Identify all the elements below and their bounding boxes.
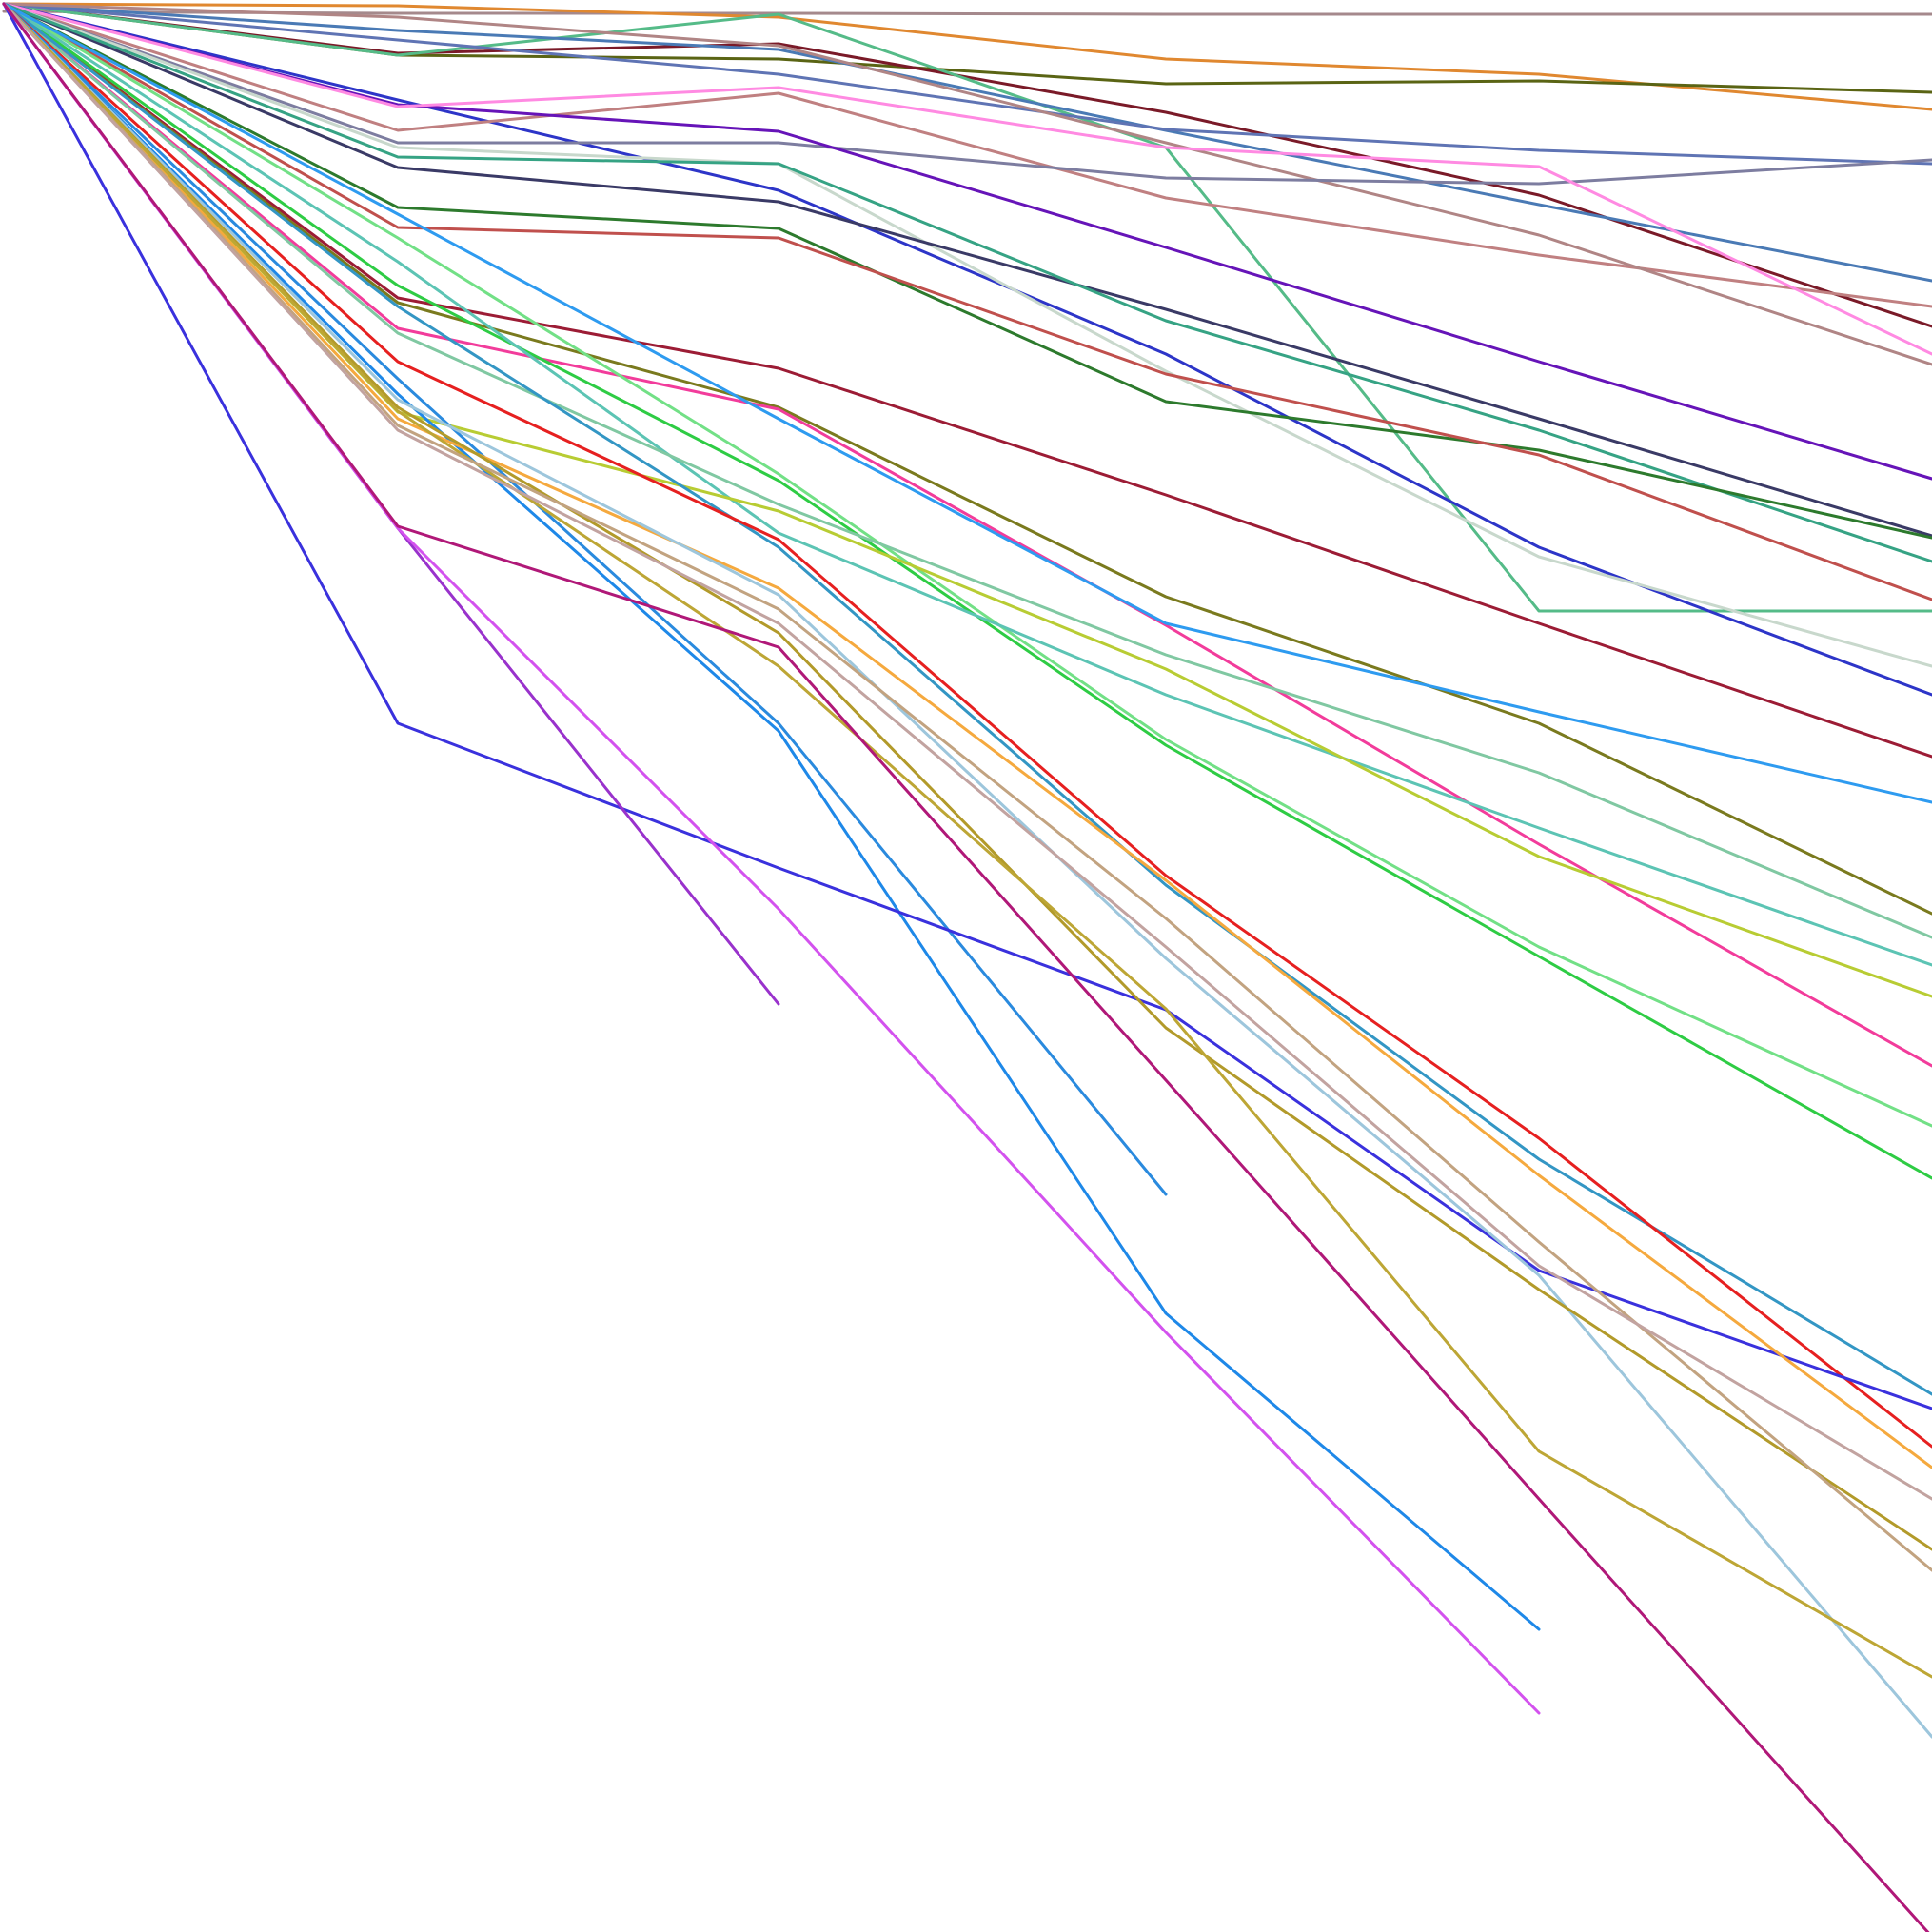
- series-jade: [2, 2, 1932, 563]
- series-orange-dark: [2, 2, 1932, 111]
- series-royalblue-vee: [2, 2, 1932, 1410]
- series-steelblue: [2, 2, 1932, 283]
- series-red: [2, 2, 1932, 1449]
- series-brickred: [2, 2, 1932, 601]
- series-darkgreen: [2, 2, 1932, 540]
- series-mauve-rose: [2, 2, 1932, 366]
- series-puce-rise: [2, 2, 1932, 308]
- series-tan-rose: [2, 2, 1932, 1501]
- series-dodger-shallow: [2, 2, 1932, 804]
- series-claret: [2, 2, 1932, 759]
- series-aquamarine: [2, 2, 1932, 939]
- series-olive-steep: [2, 2, 1932, 916]
- series-tealblue: [2, 2, 1932, 1396]
- series-khaki-dark: [2, 2, 1932, 1551]
- series-seagreen-peak: [2, 2, 1932, 613]
- series-turquoise-medium: [2, 2, 1932, 967]
- series-dodger-steep: [2, 2, 1541, 1631]
- series-tan: [2, 2, 1932, 1572]
- series-blue-medium: [2, 2, 1932, 697]
- series-darkviolet: [2, 2, 1932, 481]
- series-pink-violet: [2, 2, 1932, 356]
- series-slateblue-muted: [2, 2, 1932, 166]
- series-dodger-end-mid: [2, 2, 1168, 1196]
- series-slate-gray: [2, 2, 1932, 186]
- series-navy-slate: [2, 2, 1932, 538]
- series-lightblue: [2, 2, 1932, 1739]
- series-mauve-flat-top: [2, 10, 1932, 16]
- series-orange-bright: [2, 2, 1932, 1469]
- series-palegreen: [2, 2, 1932, 1128]
- series-pale-graygreen: [2, 2, 1932, 668]
- series-khaki-gold: [2, 2, 1932, 1679]
